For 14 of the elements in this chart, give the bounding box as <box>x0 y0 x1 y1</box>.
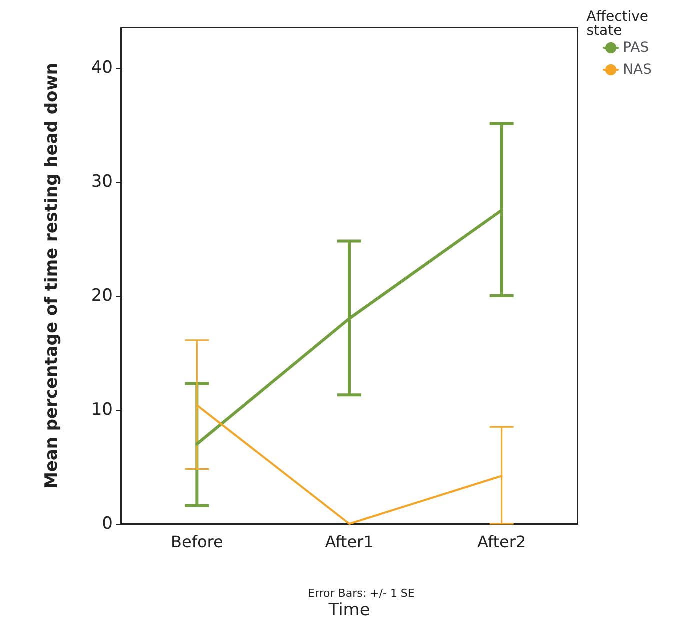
y-tick-label: 20 <box>91 286 113 306</box>
y-axis-title: Mean percentage of time resting head down <box>42 62 62 490</box>
y-tick-label: 10 <box>91 400 113 420</box>
x-axis-title: Time <box>328 600 370 620</box>
legend-label: PAS <box>623 40 650 56</box>
text: Error Bars: +/- 1 SE <box>308 587 415 600</box>
legend-label: NAS <box>623 62 652 78</box>
legend-title: Affective state <box>586 9 654 39</box>
y-tick-label: 30 <box>91 172 113 192</box>
y-tick-label: 40 <box>91 58 113 78</box>
x-tick-label: After1 <box>325 532 374 552</box>
x-tick-label: Before <box>171 532 224 552</box>
y-tick-label: 0 <box>102 514 113 534</box>
x-tick-label: After2 <box>478 532 526 552</box>
